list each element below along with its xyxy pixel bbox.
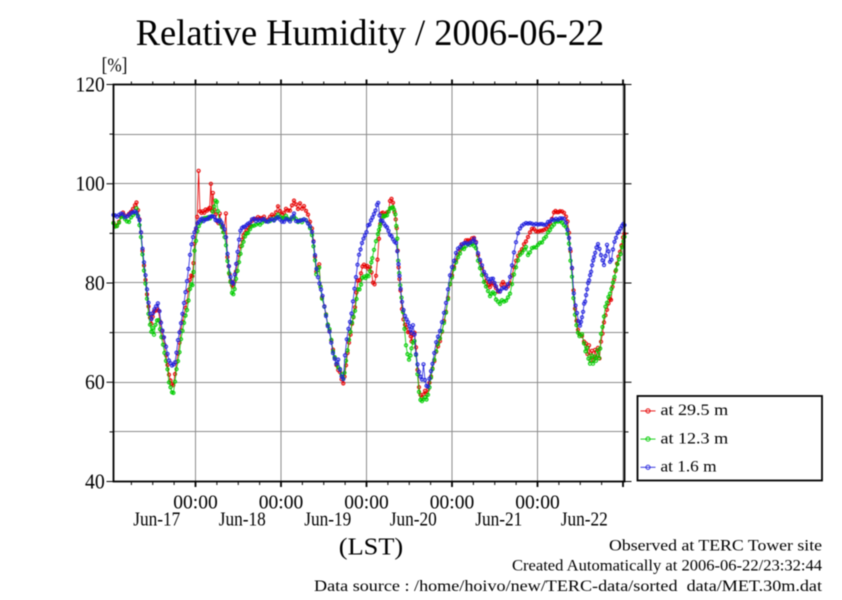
svg-text:80: 80: [85, 271, 105, 295]
svg-text:at 29.5 m: at 29.5 m: [661, 400, 729, 419]
svg-text:Jun-21: Jun-21: [475, 509, 522, 531]
svg-text:40: 40: [85, 469, 105, 493]
svg-text:Jun-19: Jun-19: [304, 509, 351, 531]
svg-text:at 1.6 m: at 1.6 m: [661, 457, 717, 476]
svg-text:120: 120: [76, 72, 105, 96]
svg-text:00:00: 00:00: [173, 491, 218, 513]
svg-text:00:00: 00:00: [259, 491, 304, 513]
svg-text:Created Automatically at 2006-: Created Automatically at 2006-06-22/23:3…: [512, 558, 822, 575]
svg-text:Jun-20: Jun-20: [390, 509, 437, 531]
svg-text:Observed at TERC Tower site: Observed at TERC Tower site: [609, 537, 822, 554]
svg-text:at 12.3 m: at 12.3 m: [661, 428, 729, 447]
svg-text:Data source : /home/hoivo/new/: Data source : /home/hoivo/new/TERC-data/…: [314, 578, 823, 595]
svg-text:00:00: 00:00: [344, 491, 389, 513]
svg-text:Jun-18: Jun-18: [219, 509, 266, 531]
svg-text:Relative Humidity / 2006-06-22: Relative Humidity / 2006-06-22: [136, 13, 605, 54]
svg-text:100: 100: [76, 172, 105, 196]
svg-text:[%]: [%]: [102, 55, 128, 77]
svg-text:60: 60: [85, 370, 105, 394]
svg-text:(LST): (LST): [339, 535, 403, 561]
svg-text:00:00: 00:00: [515, 491, 560, 513]
svg-text:00:00: 00:00: [430, 491, 475, 513]
svg-text:Jun-17: Jun-17: [133, 509, 180, 531]
svg-text:Jun-22: Jun-22: [561, 509, 608, 531]
